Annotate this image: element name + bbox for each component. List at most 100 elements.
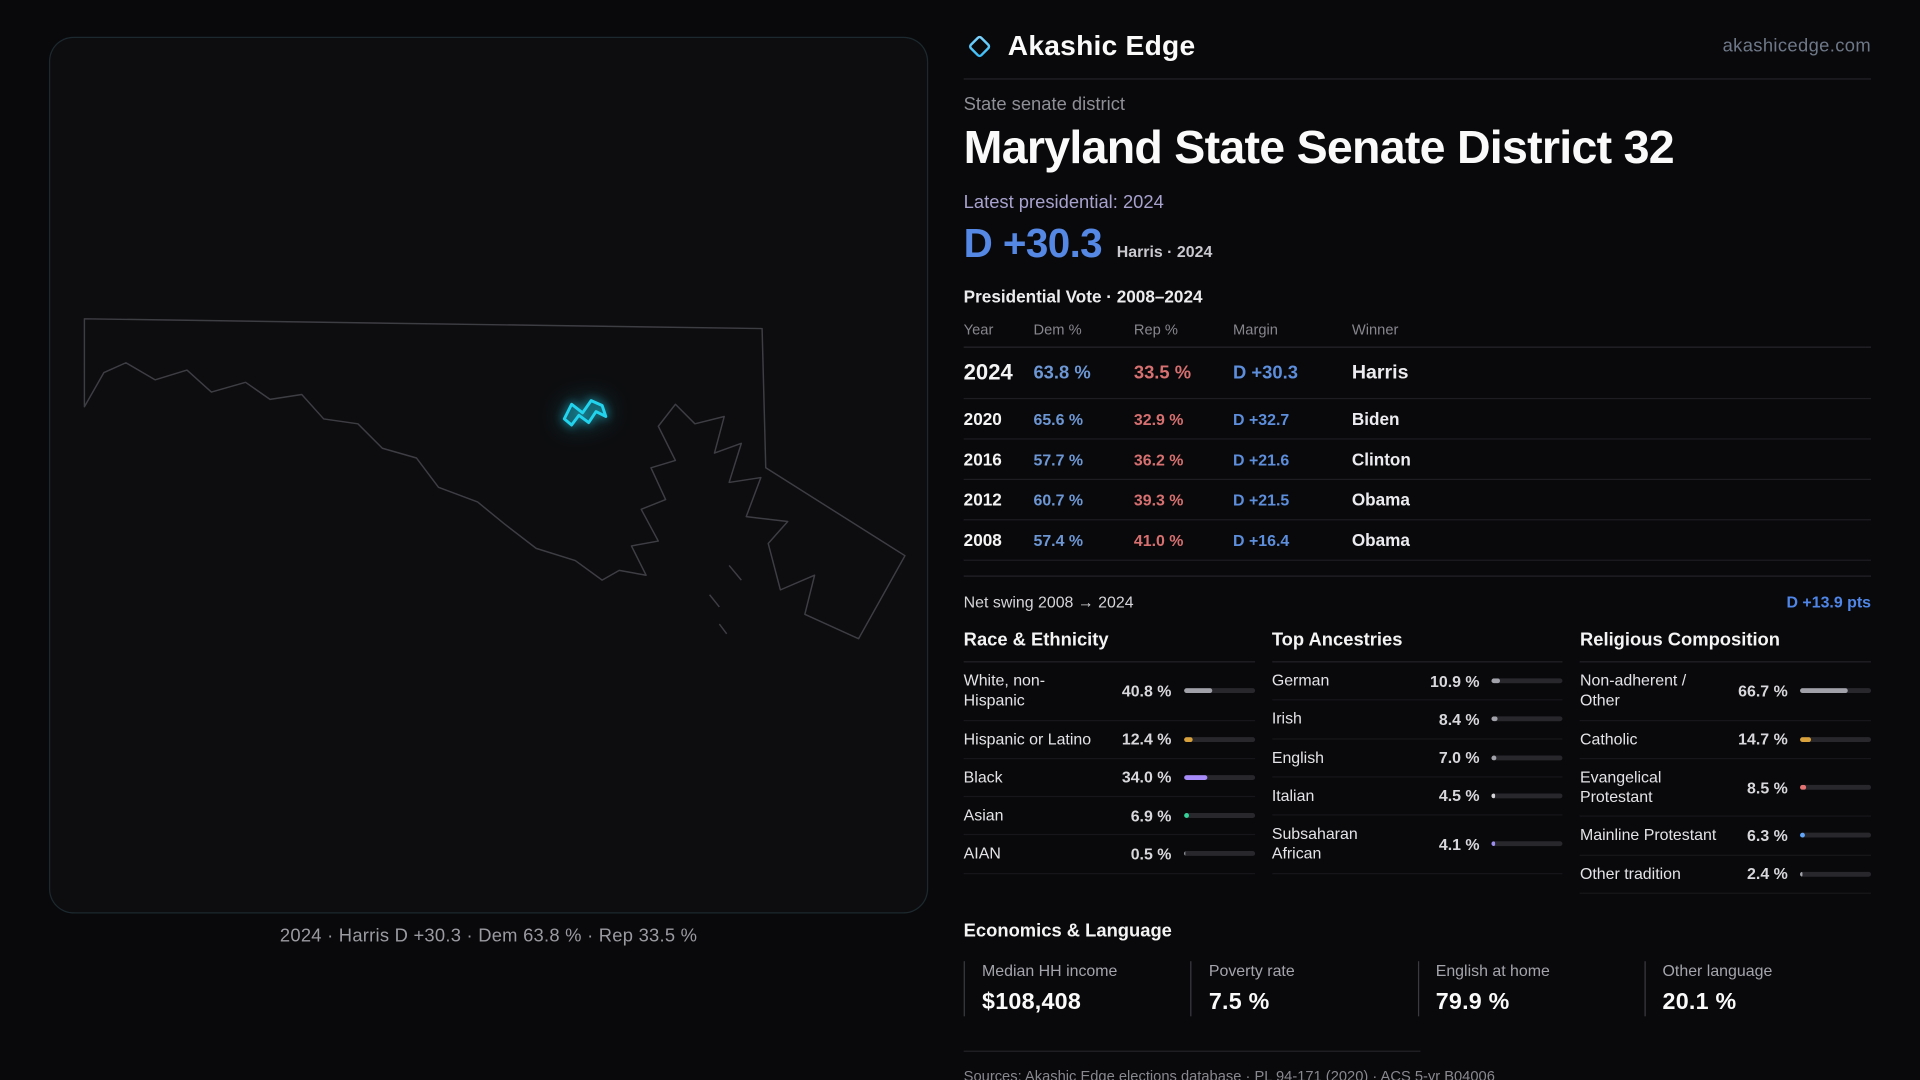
demo-bar [1800,688,1872,694]
demo-bar [1800,833,1872,839]
stat-label: English at home [1435,960,1550,980]
kicker-label: State senate district [963,94,1125,116]
demo-bar [1491,841,1563,847]
demo-bar-fill [1491,755,1497,760]
rep-cell: 36.2 % [1133,450,1184,469]
page-title: Maryland State Senate District 32 [963,122,1675,174]
demo-value: 8.4 % [1438,710,1480,729]
col-margin: Margin [1233,320,1278,338]
winner-cell: Harris [1351,361,1409,383]
demo-bar-fill [1183,736,1193,742]
margin-cell: D +32.7 [1233,409,1290,428]
demo-bar [1183,774,1255,780]
stat-label: Other language [1662,960,1773,980]
col-rep: Rep % [1133,320,1178,338]
demo-bar-fill [1800,871,1803,877]
stat-median-hh-income: Median HH income $108,408 [963,960,1191,1017]
demo-row: Italian 4.5 % [1271,777,1563,816]
col-dem: Dem % [1033,320,1082,338]
domain-link[interactable]: akashicedge.com [1722,35,1872,57]
detail-panel: Akashic Edge akashicedge.com State senat… [963,29,1872,1080]
demo-bar-fill [1183,774,1208,780]
demo-bar-fill [1800,736,1811,742]
demo-bar [1800,784,1872,790]
demo-label: English [1271,747,1325,766]
demo-label: Irish [1271,709,1302,728]
demo-value: 8.5 % [1747,778,1788,797]
demo-value: 66.7 % [1738,681,1788,701]
brand: Akashic Edge [964,29,1196,62]
demo-row: Evangelical Protestant 8.5 % [1579,759,1872,818]
demo-bar-fill [1491,678,1500,684]
demo-row: Non-adherent / Other 66.7 % [1579,662,1872,721]
district-32-shape[interactable] [562,399,608,427]
vote-table-header: Year Dem % Rep % Margin Winner [963,316,1872,348]
demo-label: Asian [963,805,1004,825]
demo-value: 6.3 % [1747,826,1788,845]
margin-cell: D +21.6 [1233,450,1290,469]
demo-bar-fill [1491,716,1498,722]
demo-value: 34.0 % [1121,768,1172,787]
margin-cell: D +30.3 [1233,362,1298,384]
margin-cell: D +21.5 [1233,490,1290,509]
demo-label: Italian [1271,785,1315,805]
demo-row: Irish 8.4 % [1271,701,1563,739]
demo-value: 2.4 % [1747,864,1788,884]
demo-label: Hispanic or Latino [963,729,1092,748]
section-title: Top Ancestries [1271,629,1563,663]
vote-table-row: 2020 65.6 % 32.9 % D +32.7 Biden [963,399,1872,440]
year-cell: 2020 [963,408,1002,429]
demo-bar-fill [1183,851,1186,857]
demo-bar [1491,716,1563,722]
net-swing-row: Net swing 2008 → 2024 D +13.9 pts [964,593,1871,611]
demo-label: White, non-Hispanic [963,671,1046,710]
rep-cell: 41.0 % [1133,530,1184,550]
year-cell: 2008 [963,530,1002,550]
demo-row: Black 34.0 % [963,759,1255,798]
header-divider [963,78,1872,80]
demo-bar [1800,871,1872,877]
footer-divider [963,1050,1421,1052]
section-title: Race & Ethnicity [963,629,1255,663]
stat-value: $108,408 [982,989,1082,1015]
demo-row: English 7.0 % [1271,739,1563,778]
map-caption: 2024 · Harris D +30.3 · Dem 63.8 % · Rep… [279,925,698,947]
brand-logo-diamond-icon [968,35,991,57]
margin-cell: D +16.4 [1233,530,1290,550]
demo-label: Subsaharan African [1271,824,1358,863]
col-year: Year [963,320,994,338]
vote-table-title: Presidential Vote · 2008–2024 [963,286,1203,307]
demo-bar [1183,688,1255,694]
demo-bar [1491,678,1563,684]
rep-cell: 33.5 % [1133,362,1192,384]
vote-table-row: 2024 63.8 % 33.5 % D +30.3 Harris [963,348,1872,400]
religious-composition-section: Religious Composition Non-adherent / Oth… [1579,629,1872,894]
demo-label: Non-adherent / Other [1579,671,1687,710]
dem-cell: 65.6 % [1033,409,1084,428]
stat-english-at-home: English at home 79.9 % [1417,960,1644,1017]
section-divider [963,575,1872,577]
demo-row: White, non-Hispanic 40.8 % [963,662,1255,721]
dem-cell: 60.7 % [1033,490,1084,509]
vote-table-row: 2012 60.7 % 39.3 % D +21.5 Obama [963,480,1872,521]
economics-stats: Median HH income $108,408 Poverty rate 7… [963,960,1871,1017]
top-ancestries-section: Top Ancestries German 10.9 % Irish 8.4 %… [1271,629,1563,893]
demo-bar-fill [1800,784,1807,790]
dem-cell: 57.4 % [1033,530,1084,550]
stat-label: Poverty rate [1208,960,1295,980]
dem-cell: 63.8 % [1033,362,1091,384]
demo-bar [1183,736,1255,742]
dem-cell: 57.7 % [1033,450,1084,469]
vote-table-row: 2008 57.4 % 41.0 % D +16.4 Obama [963,520,1872,561]
bay-islands [709,564,742,635]
demo-bar-fill [1800,833,1805,839]
net-swing-label: Net swing 2008 → 2024 [963,592,1134,612]
demo-value: 0.5 % [1130,844,1172,864]
latest-presidential-label: Latest presidential: 2024 [963,192,1164,214]
winner-cell: Obama [1351,489,1410,510]
demo-label: Other tradition [1579,863,1681,883]
winner-cell: Biden [1351,408,1400,429]
demo-row: Other tradition 2.4 % [1579,855,1872,894]
demo-bar-fill [1491,841,1495,847]
